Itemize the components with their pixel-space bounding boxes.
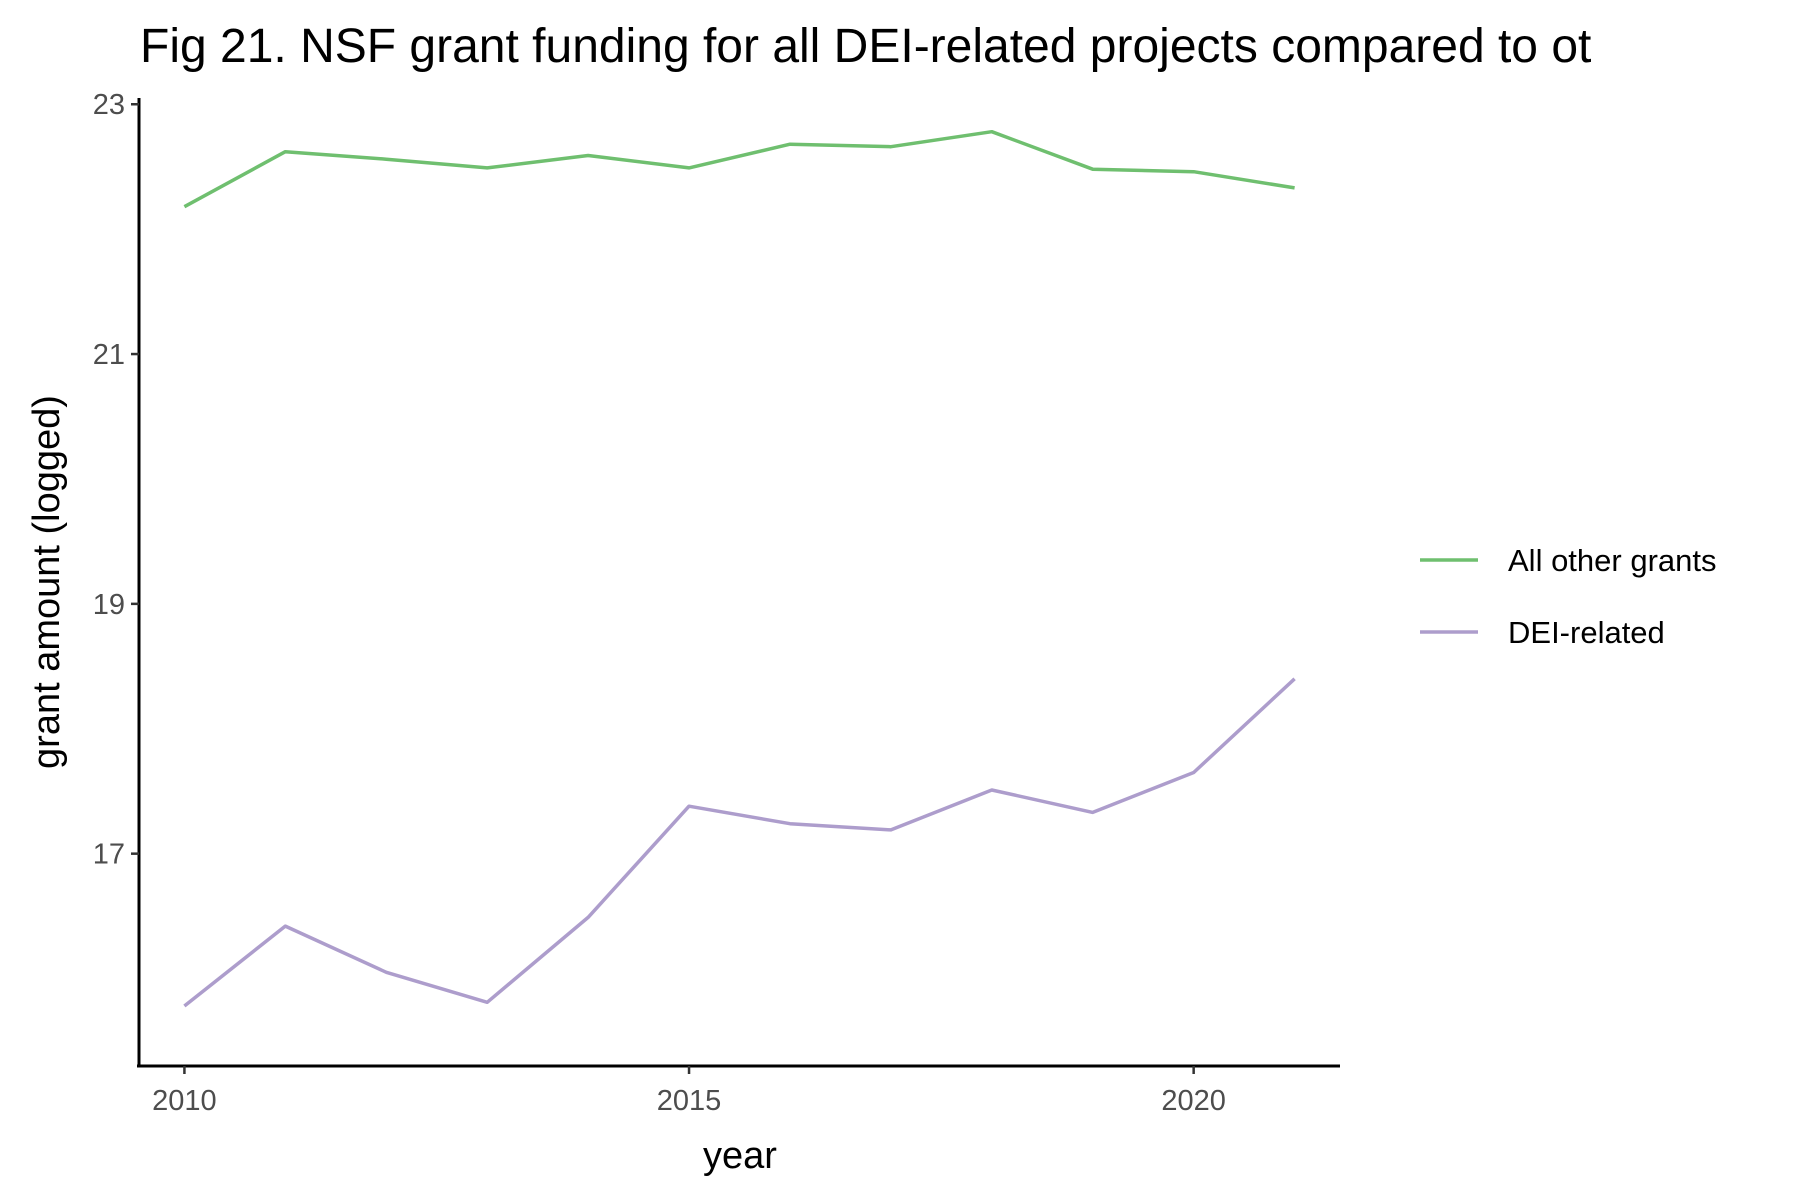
- series-line-dei-related: [183, 677, 1296, 1008]
- axes: [137, 98, 1340, 1068]
- y-tick-label: 17: [93, 839, 125, 871]
- x-axis-ticks: 2010 2015 2020: [152, 1066, 1226, 1117]
- legend: All other grants DEI-related: [1420, 543, 1717, 650]
- y-axis-ticks: 17 19 21 23: [93, 89, 139, 871]
- x-tick-label: 2015: [657, 1085, 722, 1117]
- y-tick-label: 21: [93, 339, 125, 371]
- y-axis-title: grant amount (logged): [26, 395, 68, 769]
- series-layer: [183, 129, 1296, 1008]
- x-tick-label: 2020: [1161, 1085, 1226, 1117]
- y-tick-label: 23: [93, 89, 125, 121]
- series-line-all-other-grants: [183, 129, 1295, 209]
- chart-title: Fig 21. NSF grant funding for all DEI-re…: [140, 20, 1591, 73]
- legend-label-all-other-grants: All other grants: [1508, 543, 1717, 578]
- legend-label-dei-related: DEI-related: [1508, 615, 1665, 650]
- x-axis-title: year: [703, 1135, 777, 1177]
- y-tick-label: 19: [93, 589, 125, 621]
- x-tick-label: 2010: [152, 1085, 217, 1117]
